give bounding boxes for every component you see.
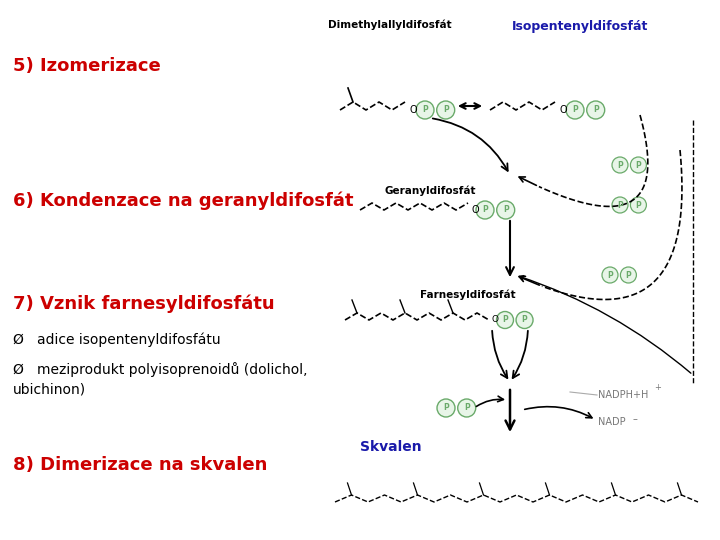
Circle shape <box>497 312 513 328</box>
Text: P: P <box>617 160 623 170</box>
Circle shape <box>416 101 434 119</box>
Circle shape <box>437 399 455 417</box>
Text: P: P <box>572 105 578 114</box>
Text: Ø   meziprodukt polyisoprenoidů (dolichol,
ubichinon): Ø meziprodukt polyisoprenoidů (dolichol,… <box>13 362 307 396</box>
Circle shape <box>612 197 628 213</box>
Text: P: P <box>464 403 469 413</box>
Circle shape <box>497 201 515 219</box>
Circle shape <box>476 201 494 219</box>
Circle shape <box>437 101 455 119</box>
Circle shape <box>458 399 476 417</box>
Text: +: + <box>654 383 661 392</box>
Text: Ø   adice isopentenyldifosfátu: Ø adice isopentenyldifosfátu <box>13 332 220 347</box>
Circle shape <box>631 157 647 173</box>
Text: P: P <box>626 271 631 280</box>
Text: Farnesyldifosfát: Farnesyldifosfát <box>420 290 516 300</box>
Text: Geranyldifosfát: Geranyldifosfát <box>384 185 476 195</box>
Text: P: P <box>522 315 528 325</box>
Text: P: P <box>617 200 623 210</box>
Text: P: P <box>593 105 598 114</box>
Circle shape <box>621 267 636 283</box>
Text: P: P <box>443 105 449 114</box>
Text: P: P <box>636 160 642 170</box>
Text: O: O <box>559 105 567 115</box>
Circle shape <box>631 197 647 213</box>
Text: Isopentenyldifosfát: Isopentenyldifosfát <box>512 20 648 33</box>
Text: 5) Izomerizace: 5) Izomerizace <box>13 57 161 75</box>
Text: P: P <box>482 206 488 214</box>
Text: P: P <box>422 105 428 114</box>
Circle shape <box>612 157 628 173</box>
Text: Skvalen: Skvalen <box>360 440 422 454</box>
Text: NADPH+H: NADPH+H <box>598 390 649 400</box>
Text: O: O <box>492 315 499 325</box>
Text: 7) Vznik farnesyldifosfátu: 7) Vznik farnesyldifosfátu <box>13 294 274 313</box>
Text: –: – <box>633 414 638 424</box>
Text: P: P <box>636 200 642 210</box>
Text: P: P <box>607 271 613 280</box>
Text: P: P <box>443 403 449 413</box>
Text: O: O <box>471 205 479 215</box>
Circle shape <box>587 101 605 119</box>
Text: P: P <box>502 315 508 325</box>
Text: 6) Kondenzace na geranyldifosfát: 6) Kondenzace na geranyldifosfát <box>13 192 354 210</box>
Circle shape <box>602 267 618 283</box>
Text: 8) Dimerizace na skvalen: 8) Dimerizace na skvalen <box>13 456 267 474</box>
Text: NADP: NADP <box>598 417 626 427</box>
Text: Dimethylallyldifosfát: Dimethylallyldifosfát <box>328 20 452 30</box>
Circle shape <box>566 101 584 119</box>
Text: O: O <box>409 105 417 115</box>
Circle shape <box>516 312 533 328</box>
Text: P: P <box>503 206 508 214</box>
